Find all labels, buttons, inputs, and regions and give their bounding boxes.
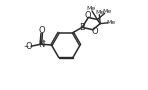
- Text: O: O: [84, 11, 91, 20]
- Text: Me: Me: [106, 20, 115, 25]
- Text: O: O: [91, 27, 98, 36]
- Text: O: O: [38, 26, 45, 35]
- Text: N: N: [38, 40, 44, 49]
- Text: +: +: [41, 39, 46, 44]
- Text: Me: Me: [102, 9, 111, 14]
- Text: −: −: [23, 43, 29, 48]
- Text: O: O: [25, 42, 32, 51]
- Text: B: B: [79, 23, 85, 32]
- Text: Me: Me: [87, 6, 96, 11]
- Text: Me: Me: [96, 10, 105, 15]
